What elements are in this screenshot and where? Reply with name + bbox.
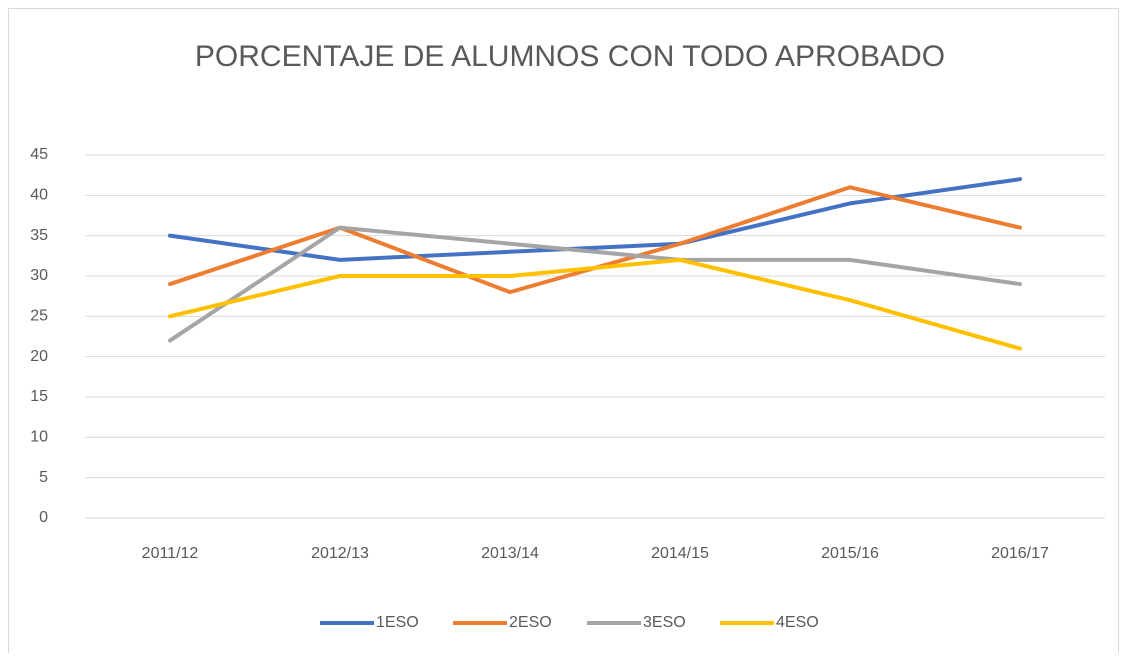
y-tick-label: 35 [30, 227, 48, 244]
y-tick-label: 15 [30, 388, 48, 405]
y-tick-label: 25 [30, 308, 48, 325]
x-tick-label: 2011/12 [142, 545, 199, 562]
legend-label: 3ESO [643, 614, 686, 631]
y-tick-label: 30 [30, 267, 48, 284]
legend-label: 4ESO [776, 614, 819, 631]
chart-title: PORCENTAJE DE ALUMNOS CON TODO APROBADO [195, 40, 945, 73]
legend-label: 1ESO [376, 614, 419, 631]
series-line [168, 257, 1022, 351]
legend-label: 2ESO [509, 614, 552, 631]
y-tick-label: 0 [39, 509, 48, 526]
chart-border [8, 8, 1119, 658]
x-tick-label: 2015/16 [821, 545, 879, 562]
series-line [168, 225, 1022, 343]
y-tick-label: 5 [39, 469, 48, 486]
y-tick-label: 10 [30, 429, 48, 446]
y-tick-label: 40 [30, 187, 48, 204]
series-line [168, 177, 1022, 262]
x-tick-label: 2014/15 [651, 545, 709, 562]
y-tick-label: 20 [30, 348, 48, 365]
x-tick-label: 2013/14 [481, 545, 539, 562]
x-tick-label: 2016/17 [991, 545, 1049, 562]
x-tick-label: 2012/13 [311, 545, 369, 562]
y-tick-label: 45 [30, 146, 48, 163]
